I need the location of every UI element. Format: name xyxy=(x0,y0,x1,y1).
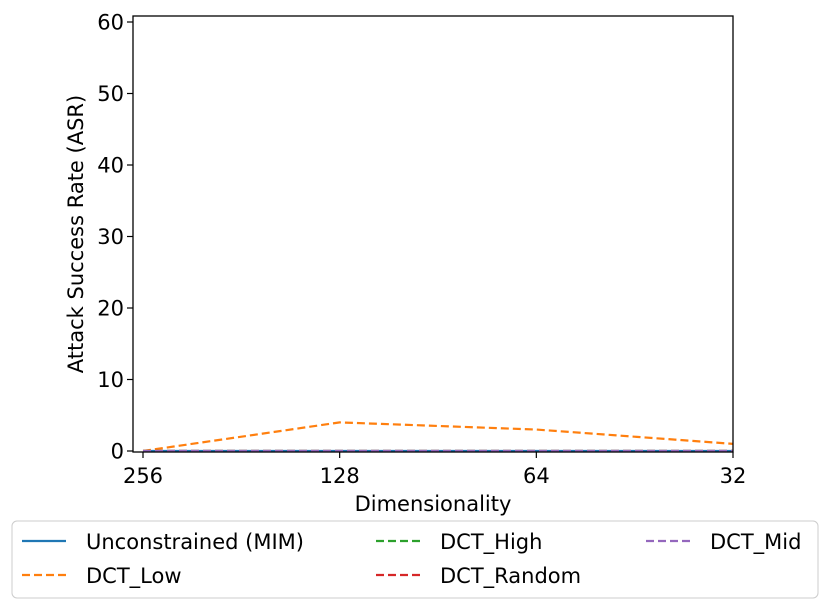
y-tick-label: 10 xyxy=(97,368,124,392)
series-lines xyxy=(142,421,734,453)
legend: Unconstrained (MIM) DCT_Low DCT_High DCT_Ra… xyxy=(11,520,819,599)
legend-label: DCT_Mid xyxy=(710,530,801,555)
y-tick-label: 30 xyxy=(97,225,124,249)
x-tick-label: 64 xyxy=(523,464,550,488)
y-axis-label: Attack Success Rate (ASR) xyxy=(64,95,88,373)
x-tick-label: 256 xyxy=(123,464,163,488)
y-tick-label: 0 xyxy=(111,440,124,464)
y-tick-label: 60 xyxy=(97,11,124,35)
legend-label: DCT_Low xyxy=(86,564,182,589)
x-axis-label: Dimensionality xyxy=(355,492,512,516)
legend-box xyxy=(11,520,819,599)
legend-label: DCT_High xyxy=(440,530,542,555)
x-tick-label: 32 xyxy=(720,464,747,488)
legend-label: Unconstrained (MIM) xyxy=(86,530,304,554)
y-tick-label: 20 xyxy=(97,297,124,321)
x-tick-label: 128 xyxy=(320,464,360,488)
x-axis: 256 128 64 32 xyxy=(123,452,746,488)
y-axis: 0 10 20 30 40 50 60 xyxy=(97,11,133,464)
legend-label: DCT_Random xyxy=(440,564,581,589)
plot-frame xyxy=(132,15,734,453)
y-tick-label: 50 xyxy=(97,82,124,106)
series-line xyxy=(142,421,734,453)
y-tick-label: 40 xyxy=(97,154,124,178)
